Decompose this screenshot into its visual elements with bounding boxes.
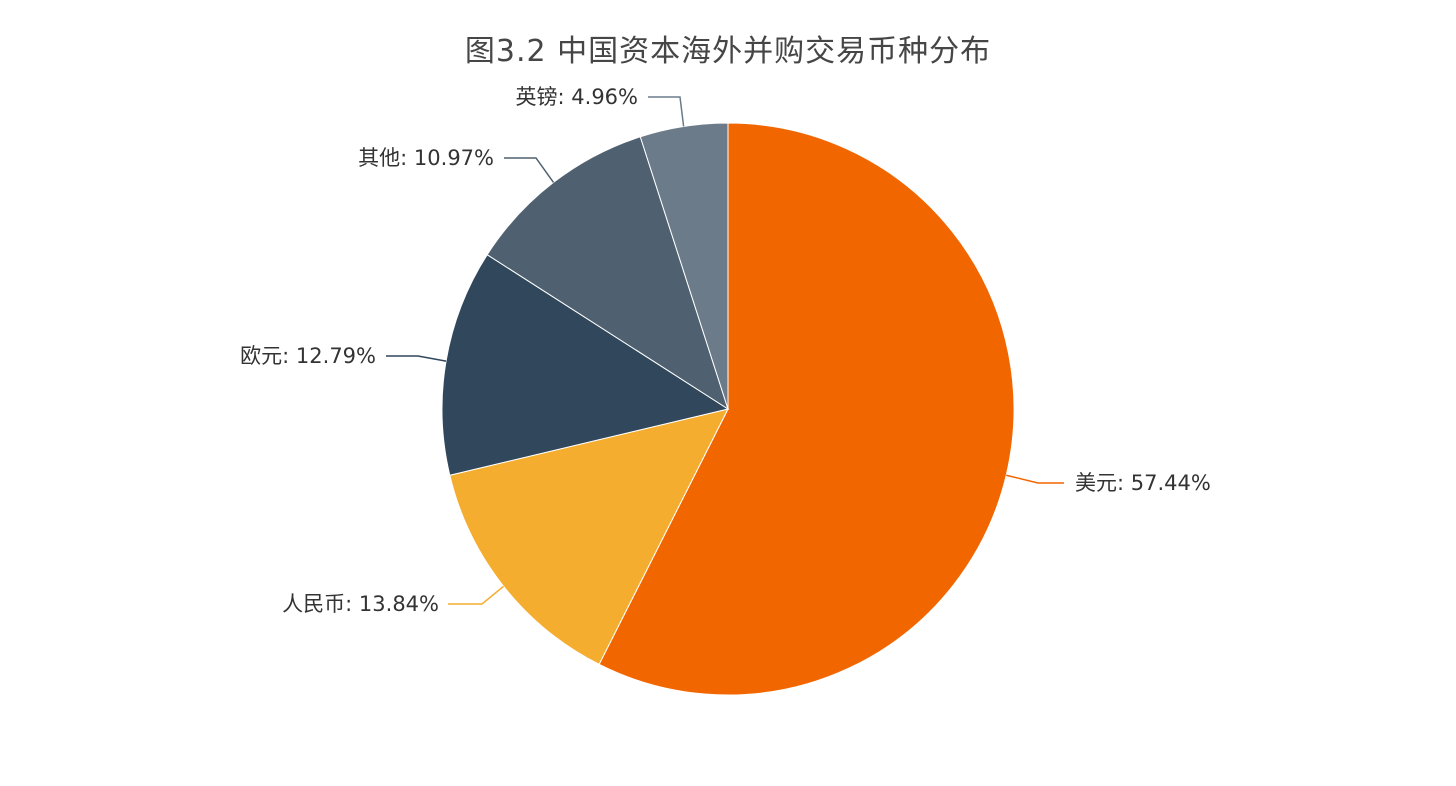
leader-line-usd: [1006, 474, 1064, 484]
pie-slice-eur: [441, 254, 730, 476]
leader-line-other: [504, 157, 555, 183]
slice-label-eur: 欧元: 12.79%: [240, 344, 376, 368]
pie-slice-other: [486, 136, 729, 411]
slice-label-cny: 人民币: 13.84%: [282, 592, 439, 616]
slice-label-gbp: 英镑: 4.96%: [516, 85, 638, 109]
leader-line-eur: [386, 355, 447, 362]
leader-line-cny: [448, 585, 505, 605]
chart-title: 图3.2 中国资本海外并购交易币种分布: [464, 34, 992, 69]
pie-slice-gbp: [639, 122, 729, 410]
pie-slice-usd: [598, 122, 1015, 696]
leader-line-gbp: [648, 96, 685, 127]
slice-label-other: 其他: 10.97%: [358, 146, 494, 170]
slice-label-usd: 美元: 57.44%: [1075, 471, 1211, 495]
